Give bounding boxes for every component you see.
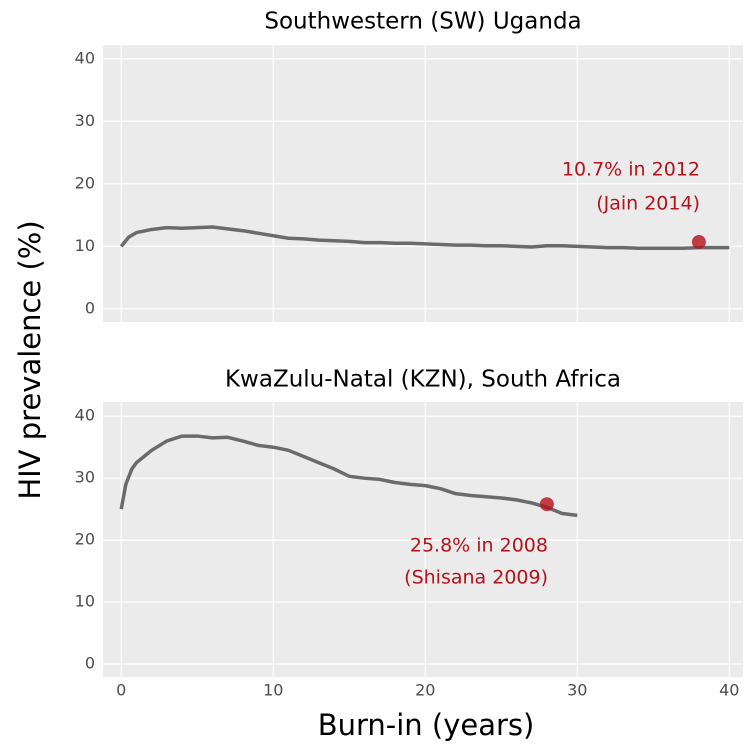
line xyxy=(119,434,578,518)
annotation: (Jain 2014) xyxy=(596,193,700,215)
plot-background xyxy=(103,402,743,677)
annotation: (Shisana 2009) xyxy=(404,567,548,589)
x-tick-label: 30 xyxy=(567,681,587,700)
x-tick-label: 40 xyxy=(719,681,739,700)
panel-title: Southwestern (SW) Uganda xyxy=(264,9,581,35)
x-axis-title: Burn-in (years) xyxy=(318,708,535,742)
y-axis-title: HIV prevalence (%) xyxy=(13,220,47,499)
data-point xyxy=(539,497,554,512)
y-tick-label: 10 xyxy=(75,236,95,255)
y-tick-label: 20 xyxy=(75,530,95,549)
panel-title: KwaZulu-Natal (KZN), South Africa xyxy=(225,367,621,393)
y-tick-label: 0 xyxy=(85,298,95,317)
y-tick-label: 30 xyxy=(75,111,95,130)
x-tick-label: 0 xyxy=(116,681,126,700)
y-tick-label: 0 xyxy=(85,653,95,672)
y-tick-label: 40 xyxy=(75,48,95,67)
annotation: 25.8% in 2008 xyxy=(410,535,548,557)
x-tick-label: 20 xyxy=(415,681,435,700)
annotation: 10.7% in 2012 xyxy=(562,159,700,181)
x-tick-label: 10 xyxy=(263,681,283,700)
y-tick-label: 40 xyxy=(75,406,95,425)
y-tick-label: 30 xyxy=(75,468,95,487)
line xyxy=(119,225,730,250)
y-tick-label: 10 xyxy=(75,592,95,611)
data-point xyxy=(691,234,706,249)
y-tick-label: 20 xyxy=(75,173,95,192)
